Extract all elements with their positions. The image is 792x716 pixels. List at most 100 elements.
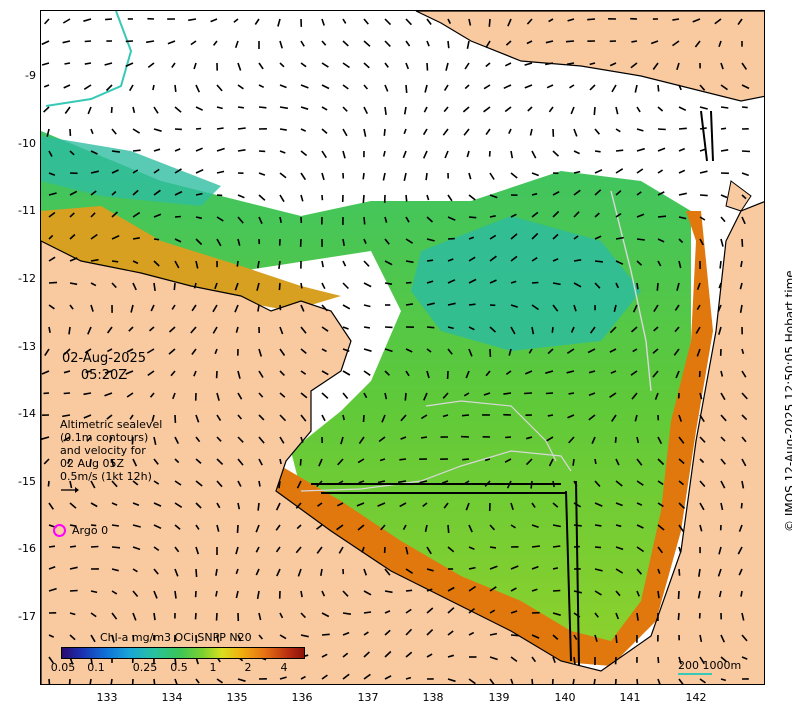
velocity-arrow	[384, 629, 391, 636]
velocity-arrow	[132, 458, 138, 467]
velocity-arrow	[384, 106, 387, 116]
velocity-arrow	[489, 172, 495, 180]
velocity-arrow	[258, 392, 264, 398]
velocity-arrow	[405, 238, 414, 244]
velocity-arrow	[594, 590, 602, 596]
sealevel-contour-2	[300, 450, 572, 492]
velocity-arrow	[212, 326, 218, 334]
velocity-arrow	[739, 282, 743, 290]
velocity-arrow	[300, 326, 307, 334]
velocity-arrow	[483, 84, 491, 90]
velocity-arrow	[342, 84, 349, 90]
velocity-arrow	[69, 612, 76, 616]
velocity-arrow	[589, 84, 596, 91]
velocity-arrow	[447, 279, 456, 284]
velocity-arrow	[447, 348, 453, 355]
velocity-arrow	[90, 128, 94, 135]
velocity-arrow	[699, 148, 706, 152]
velocity-arrow	[321, 106, 328, 111]
velocity-arrow	[216, 414, 222, 422]
velocity-arrow	[153, 106, 159, 114]
velocity-arrow	[275, 502, 281, 511]
velocity-arrow	[447, 216, 456, 221]
velocity-arrow	[237, 458, 244, 466]
velocity-arrow	[321, 128, 328, 135]
velocity-arrow	[384, 675, 392, 680]
velocity-arrow	[678, 524, 684, 532]
velocity-arrow	[422, 502, 428, 508]
velocity-arrow	[174, 260, 180, 269]
velocity-arrow	[636, 524, 644, 529]
velocity-arrow	[172, 392, 176, 400]
velocity-arrow	[279, 612, 284, 619]
velocity-arrow	[510, 610, 518, 614]
velocity-arrow	[636, 260, 643, 266]
velocity-arrow	[90, 212, 96, 218]
velocity-arrow	[699, 238, 704, 246]
velocity-arrow	[90, 545, 99, 548]
velocity-arrow	[258, 84, 265, 89]
velocity-arrow	[174, 148, 181, 152]
velocity-arrow	[363, 18, 369, 25]
velocity-arrow	[194, 612, 197, 620]
velocity-arrow	[195, 678, 200, 684]
velocity-arrow	[234, 304, 239, 313]
velocity-arrow	[131, 678, 134, 684]
velocity-arrow	[363, 216, 366, 225]
velocity-arrow	[466, 150, 470, 158]
velocity-arrow	[318, 458, 323, 467]
argo-legend: Argo 0	[53, 524, 108, 537]
velocity-arrow	[547, 348, 554, 355]
velocity-arrow	[489, 656, 498, 661]
velocity-arrow	[636, 590, 640, 597]
alt-line: 0.5m/s (1kt 12h)	[60, 470, 152, 483]
velocity-arrow	[87, 326, 92, 335]
lon-tick: 137	[357, 691, 379, 704]
velocity-arrow	[235, 568, 239, 575]
velocity-arrow	[382, 150, 386, 157]
velocity-arrow	[510, 304, 518, 308]
velocity-arrow	[405, 589, 413, 592]
colorbar-tick: 2	[244, 661, 252, 674]
lon-tick: 139	[488, 691, 510, 704]
velocity-arrow	[48, 304, 55, 310]
velocity-arrow	[546, 436, 554, 442]
velocity-arrow	[254, 18, 260, 25]
velocity-arrow	[505, 370, 512, 375]
velocity-arrow	[153, 502, 162, 507]
velocity-arrow	[174, 436, 180, 444]
velocity-arrow	[321, 282, 326, 290]
velocity-arrow	[63, 392, 71, 395]
velocity-arrow	[426, 348, 432, 353]
velocity-arrow	[384, 84, 389, 92]
velocity-arrow	[342, 128, 348, 137]
velocity-arrow	[90, 170, 99, 174]
velocity-arrow	[216, 524, 220, 532]
velocity-arrow	[83, 392, 92, 396]
velocity-arrow	[425, 172, 428, 181]
velocity-arrow	[510, 502, 514, 511]
lon-tick: 141	[619, 691, 641, 704]
velocity-arrow	[190, 326, 197, 334]
velocity-arrow	[384, 62, 389, 68]
velocity-arrow	[447, 678, 456, 683]
velocity-arrow	[258, 194, 266, 201]
velocity-arrow	[636, 546, 645, 553]
velocity-arrow	[422, 150, 428, 159]
velocity-arrow	[381, 414, 386, 423]
velocity-arrow	[83, 84, 92, 90]
velocity-arrow	[87, 106, 92, 115]
velocity-arrow	[720, 62, 724, 70]
velocity-arrow	[279, 62, 285, 68]
velocity-arrow	[130, 304, 134, 313]
velocity-arrow	[63, 348, 71, 355]
velocity-arrow	[89, 678, 92, 684]
velocity-arrow	[300, 370, 307, 375]
velocity-arrow	[363, 631, 369, 636]
velocity-arrow	[405, 676, 412, 680]
velocity-arrow	[321, 590, 326, 597]
velocity-arrow	[573, 656, 576, 665]
velocity-arrow	[426, 259, 434, 262]
velocity-arrow	[426, 280, 434, 284]
lon-tick: 140	[554, 691, 576, 704]
